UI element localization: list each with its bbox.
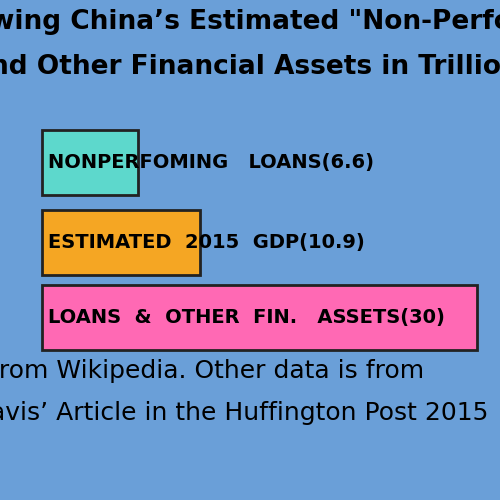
Text: LOANS  &  OTHER  FIN.   ASSETS(30): LOANS & OTHER FIN. ASSETS(30): [48, 308, 445, 327]
FancyBboxPatch shape: [42, 210, 200, 275]
FancyBboxPatch shape: [42, 285, 477, 350]
Text: avis’ Article in the Huffington Post 2015: avis’ Article in the Huffington Post 201…: [0, 401, 488, 425]
Text: NONPERFOMING   LOANS(6.6): NONPERFOMING LOANS(6.6): [48, 153, 374, 172]
Text: nd Other Financial Assets in Trillions of USD.: nd Other Financial Assets in Trillions o…: [0, 54, 500, 80]
Text: ESTIMATED  2015  GDP(10.9): ESTIMATED 2015 GDP(10.9): [48, 233, 365, 252]
Text: wing China’s Estimated "Non-Performing L: wing China’s Estimated "Non-Performing L: [0, 9, 500, 35]
Text: from Wikipedia. Other data is from: from Wikipedia. Other data is from: [0, 359, 424, 383]
FancyBboxPatch shape: [42, 130, 138, 195]
